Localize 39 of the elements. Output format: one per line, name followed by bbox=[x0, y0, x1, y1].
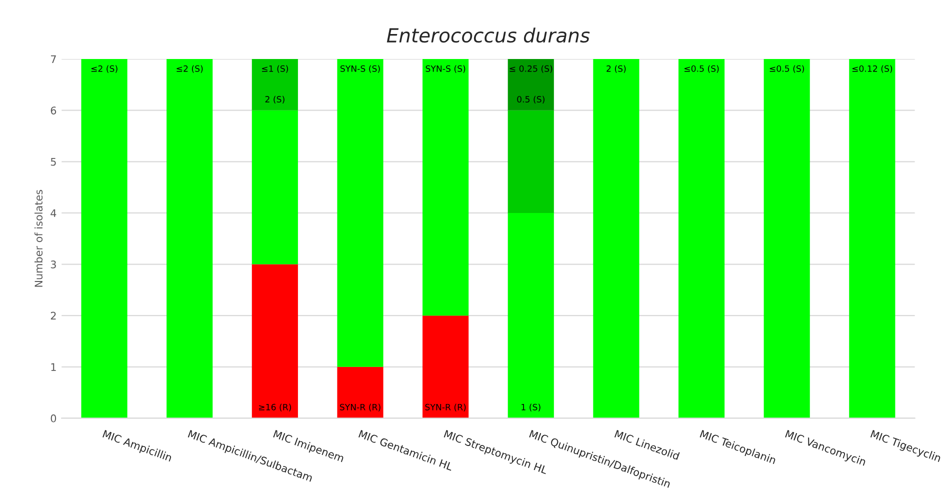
y-tick-label: 6 bbox=[50, 106, 56, 114]
bar bbox=[508, 59, 554, 110]
annotation: SYN-R (R) bbox=[340, 404, 380, 412]
bar bbox=[252, 264, 298, 418]
annotation: 2 (S) bbox=[606, 65, 626, 73]
y-tick-label: 2 bbox=[50, 312, 56, 320]
y-tick-label: 5 bbox=[50, 158, 56, 166]
annotation: SYN-S (S) bbox=[340, 65, 380, 73]
bar bbox=[422, 316, 469, 418]
bar bbox=[849, 59, 896, 418]
y-axis-title: Number of isolates bbox=[34, 190, 43, 287]
annotation: 2 (S) bbox=[265, 96, 284, 104]
annotation: 0.5 (S) bbox=[517, 96, 544, 104]
bar bbox=[337, 59, 384, 367]
annotation: ≤0.12 (S) bbox=[852, 65, 892, 73]
y-tick-label: 1 bbox=[51, 363, 56, 371]
annotation: SYN-R (R) bbox=[425, 404, 466, 412]
chart-title: Enterococcus durans bbox=[386, 28, 590, 43]
y-tick-label: 4 bbox=[50, 209, 56, 217]
annotation: ≤1 (S) bbox=[262, 65, 288, 73]
y-tick-label: 7 bbox=[50, 55, 56, 63]
bar bbox=[593, 59, 640, 418]
bar bbox=[166, 59, 213, 418]
y-tick-label: 3 bbox=[50, 260, 56, 268]
annotation: SYN-S (S) bbox=[426, 65, 466, 73]
annotation: ≤2 (S) bbox=[176, 65, 203, 73]
bar bbox=[508, 110, 554, 213]
bar bbox=[764, 59, 810, 418]
annotation: ≤2 (S) bbox=[91, 65, 118, 73]
y-tick-label: 0 bbox=[50, 414, 56, 422]
bar bbox=[337, 366, 384, 418]
annotation: ≤ 0.25 (S) bbox=[510, 65, 552, 73]
bar bbox=[81, 59, 128, 418]
annotation: ≤0.5 (S) bbox=[770, 65, 804, 73]
bar bbox=[422, 59, 469, 316]
annotation: ≥16 (R) bbox=[259, 404, 291, 412]
annotation: 1 (S) bbox=[522, 404, 540, 412]
annotation: ≤0.5 (S) bbox=[684, 65, 719, 73]
bar bbox=[678, 59, 725, 418]
